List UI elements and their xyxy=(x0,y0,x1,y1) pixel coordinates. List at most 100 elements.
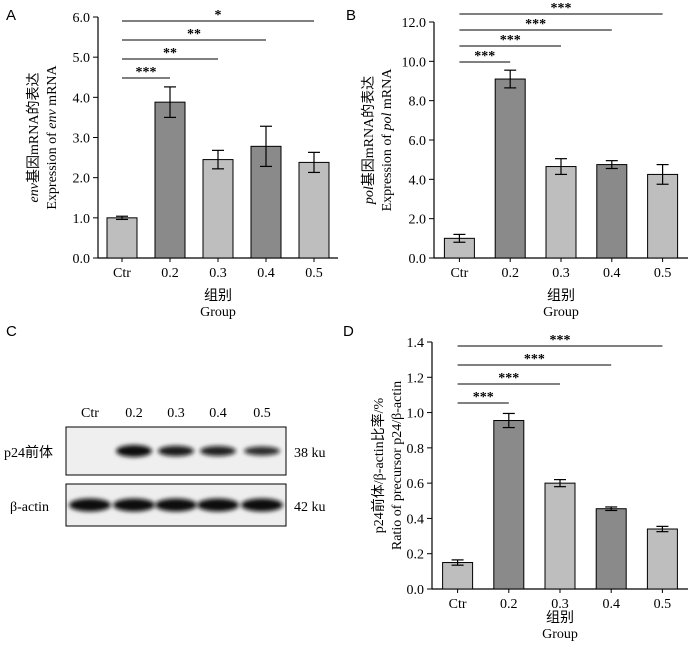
y-tick-label: 10.0 xyxy=(402,55,427,70)
blot-lane-label: 0.4 xyxy=(209,406,227,421)
bar xyxy=(494,78,526,259)
panel-letter-b: B xyxy=(346,7,356,24)
y-tick-label: 4.0 xyxy=(409,173,427,188)
blot-band xyxy=(197,498,239,512)
significance-label: ** xyxy=(163,46,177,61)
significance-label: * xyxy=(215,8,222,23)
blot-bands-p24 xyxy=(116,445,280,457)
x-axis-title-cn: 组别 xyxy=(204,288,232,304)
x-axis-title-cn: 组别 xyxy=(546,610,574,626)
x-tick-label: Ctr xyxy=(113,266,131,281)
x-axis-title-en: Group xyxy=(542,627,578,642)
bar xyxy=(106,217,138,259)
y-axis-title-text: mRNA xyxy=(45,64,60,109)
significance-label: *** xyxy=(136,65,157,80)
x-tick-label: 0.4 xyxy=(603,266,621,281)
x-tick-label: 0.5 xyxy=(654,266,672,281)
y-tick-label: 5.0 xyxy=(73,51,91,66)
blot-row-label-actin: β-actin xyxy=(10,500,49,515)
x-tick-label: 0.3 xyxy=(552,266,570,281)
y-tick-label: 0.0 xyxy=(73,252,91,267)
western-blot: Ctr 0.2 0.3 0.4 0.5 p24前体 β-actin 38 ku … xyxy=(4,406,326,527)
bar xyxy=(493,420,525,590)
y-axis-title-text: 基因mRNA的表达 xyxy=(360,76,377,186)
significance-label: ** xyxy=(187,27,201,42)
y-axis-title-en: Expression of pol mRNA xyxy=(380,68,395,212)
y-tick-label: 0.2 xyxy=(407,548,425,563)
x-tick-label: 0.5 xyxy=(654,597,672,612)
significance-label: *** xyxy=(524,352,545,367)
y-axis-title-italic: pol xyxy=(380,112,395,131)
x-tick-label: 0.3 xyxy=(551,597,569,612)
blot-lane-label: 0.3 xyxy=(167,406,185,421)
x-tick-label: 0.5 xyxy=(305,266,323,281)
y-tick-label: 6.0 xyxy=(409,134,427,149)
bar xyxy=(647,173,679,259)
y-axis-title-text: p24前体/β-actin比率/% xyxy=(370,397,387,533)
y-tick-label: 0.4 xyxy=(407,512,425,527)
y-tick-label: 0.8 xyxy=(407,442,425,457)
y-tick-label: 8.0 xyxy=(409,95,427,110)
y-axis-title-text: mRNA xyxy=(380,68,395,113)
blot-lane-label: 0.2 xyxy=(125,406,143,421)
significance-label: *** xyxy=(498,371,519,386)
y-tick-label: 12.0 xyxy=(402,16,427,31)
bar xyxy=(442,562,474,590)
y-tick-label: 3.0 xyxy=(73,132,91,147)
blot-size-actin: 42 ku xyxy=(294,500,326,515)
y-axis-title-en: Ratio of precursor p24/β-actin xyxy=(390,381,405,550)
y-axis-title-italic: env xyxy=(27,182,42,202)
bar xyxy=(202,159,234,259)
y-axis-title-italic: pol xyxy=(362,186,377,205)
significance-label: *** xyxy=(550,333,571,348)
significance-label: *** xyxy=(551,1,572,16)
y-tick-label: 2.0 xyxy=(73,172,91,187)
y-axis-title-italic: env xyxy=(45,109,60,129)
significance-label: *** xyxy=(473,390,494,405)
blot-band xyxy=(116,445,152,457)
x-axis-title-en: Group xyxy=(543,305,579,320)
y-axis-title-cn: p24前体/β-actin比率/% xyxy=(370,397,387,533)
blot-band xyxy=(158,445,194,457)
blot-band xyxy=(113,498,155,512)
x-tick-label: 0.2 xyxy=(161,266,179,281)
x-tick-label: 0.2 xyxy=(501,266,519,281)
x-tick-label: 0.3 xyxy=(209,266,227,281)
x-axis-title-cn: 组别 xyxy=(547,288,575,304)
blot-row-label-p24: p24前体 xyxy=(4,444,53,461)
blot-lane-label: Ctr xyxy=(81,406,99,421)
blot-bands-actin xyxy=(69,498,283,512)
x-axis-title-en: Group xyxy=(200,305,236,320)
panel-letter-d: D xyxy=(343,323,354,340)
blot-lane-label: 0.5 xyxy=(253,406,271,421)
x-tick-label: 0.4 xyxy=(257,266,275,281)
panel-letter-c: C xyxy=(6,323,17,340)
x-tick-label: 0.4 xyxy=(602,597,620,612)
x-tick-label: Ctr xyxy=(450,266,468,281)
significance-label: *** xyxy=(474,49,495,64)
bar xyxy=(595,508,627,590)
y-tick-label: 4.0 xyxy=(73,91,91,106)
bar xyxy=(545,166,577,259)
y-axis-title-text: Ratio of precursor p24/β-actin xyxy=(390,381,405,550)
chart-d: 0.0 0.2 0.4 0.6 0.8 1.0 1.2 1.4 Ctr 0.2 0.3 0.4 0.5 *… xyxy=(370,333,688,642)
y-axis-title-cn: pol基因mRNA的表达 xyxy=(360,76,377,205)
y-tick-label: 1.4 xyxy=(407,336,425,351)
blot-band xyxy=(155,498,197,512)
x-tick-label: Ctr xyxy=(449,597,467,612)
y-tick-label: 2.0 xyxy=(409,213,427,228)
chart-b: 0.0 2.0 4.0 6.0 8.0 10.0 12.0 Ctr 0.2 0.3 0.4 0.5 **… xyxy=(360,1,688,320)
y-tick-label: 0.0 xyxy=(407,583,425,598)
bar xyxy=(596,164,628,259)
y-tick-label: 1.0 xyxy=(407,407,425,422)
bar xyxy=(646,528,678,590)
bar xyxy=(298,161,330,259)
y-tick-label: 6.0 xyxy=(73,11,91,26)
y-axis-title-cn: env基因mRNA的表达 xyxy=(25,73,42,203)
y-tick-label: 1.2 xyxy=(407,371,425,386)
y-axis-title-text: Expression of xyxy=(45,129,60,210)
blot-band xyxy=(200,446,236,456)
y-tick-label: 1.0 xyxy=(73,212,91,227)
